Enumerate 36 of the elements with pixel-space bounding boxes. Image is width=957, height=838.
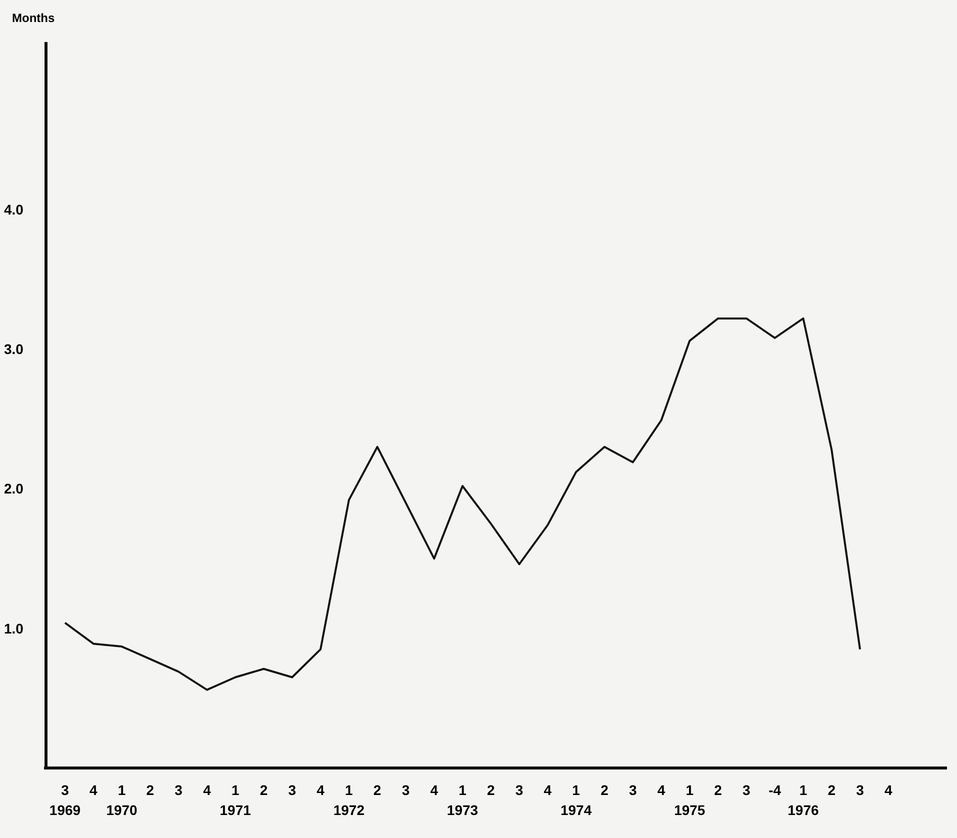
x-tick-label: 1 1976: [788, 782, 819, 818]
x-tick-label: 1 1974: [560, 782, 592, 818]
x-tick-label: 4: [316, 782, 325, 798]
x-tick-label: 2: [828, 782, 836, 798]
x-tick-label: -4: [768, 782, 782, 798]
x-tick-label: 3: [856, 782, 864, 798]
x-tick-label: 4: [89, 782, 98, 798]
y-tick-label: 2.0: [4, 480, 24, 497]
x-tick-label: 2: [373, 782, 382, 798]
y-tick-label: 3.0: [4, 341, 24, 358]
y-axis-title: Months: [12, 11, 55, 25]
x-tick-label: 2: [260, 782, 268, 798]
x-tick-label: 1 1973: [446, 782, 478, 818]
x-tick-label: 2: [486, 782, 495, 798]
y-tick-label: 4.0: [4, 201, 24, 218]
x-tick-label: 2: [714, 782, 722, 798]
x-tick-label: 2: [600, 782, 609, 798]
x-tick-label: 3: [742, 782, 751, 798]
x-tick-label: 2: [146, 782, 154, 798]
x-tick-label: 3: [288, 782, 296, 798]
x-tick-label: 3 1969: [49, 782, 81, 818]
x-tick-label: 4: [430, 782, 438, 798]
x-tick-label: 4: [203, 782, 212, 798]
x-tick-label: 4: [884, 782, 892, 798]
x-tick-label: 1 1970: [106, 782, 138, 818]
x-tick-label: 3: [174, 782, 183, 798]
x-tick-label: 3: [402, 782, 410, 798]
x-tick-label: 1 1972: [333, 782, 365, 818]
x-tick-label: 3: [628, 782, 637, 798]
x-tick-label: 4: [657, 782, 666, 798]
line-series: [64, 317, 861, 691]
x-tick-label: 3: [515, 782, 524, 798]
y-tick-label: 1.0: [4, 620, 24, 636]
x-tick-label: 1 1971: [220, 782, 252, 818]
x-tick-label: 4: [544, 782, 552, 798]
x-tick-label: 1 1975: [674, 782, 706, 818]
